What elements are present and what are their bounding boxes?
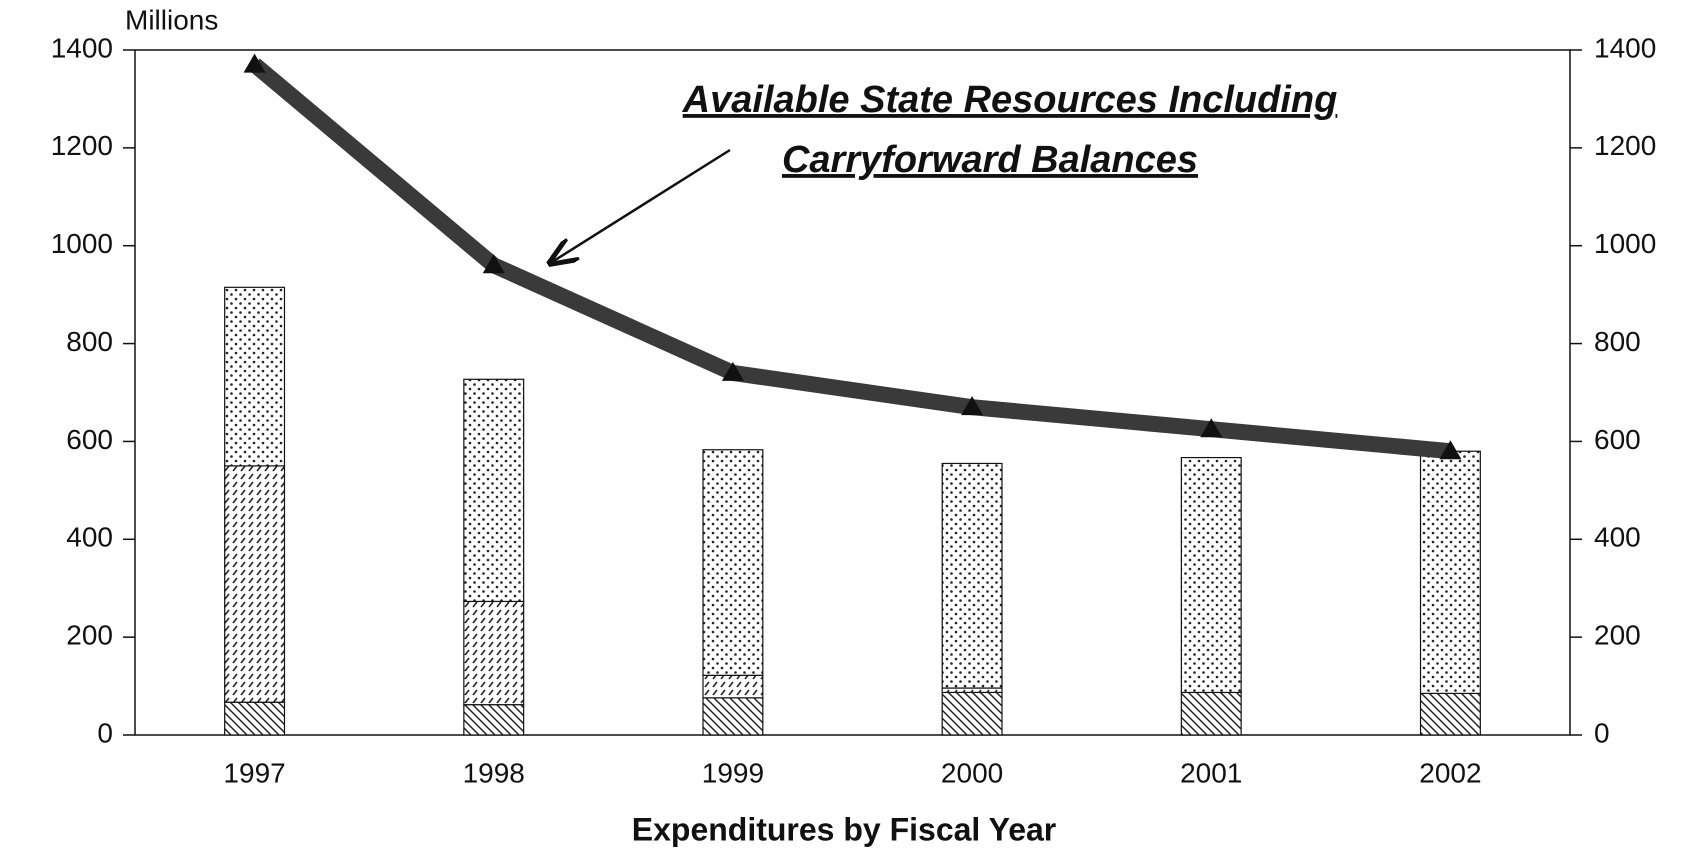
x-tick-label: 2001 bbox=[1180, 757, 1242, 788]
y-tick-label: 1400 bbox=[51, 32, 113, 63]
y-tick-label: 1200 bbox=[51, 130, 113, 161]
x-tick-label: 1997 bbox=[223, 757, 285, 788]
y-tick-label: 400 bbox=[66, 522, 113, 553]
bar-segment bbox=[1180, 691, 1242, 736]
x-axis-label: Expenditures by Fiscal Year bbox=[632, 811, 1057, 847]
line-marker bbox=[721, 361, 744, 381]
y2-tick-label: 200 bbox=[1594, 620, 1641, 651]
annotation-arrow bbox=[552, 148, 731, 262]
x-tick-label: 2000 bbox=[941, 757, 1003, 788]
y2-tick-label: 800 bbox=[1594, 326, 1641, 357]
bar-segment bbox=[941, 691, 1003, 736]
bar-segment bbox=[224, 701, 286, 736]
y2-tick-label: 1400 bbox=[1594, 32, 1656, 63]
bar-segment bbox=[702, 697, 764, 736]
bar-segment bbox=[224, 465, 286, 703]
bar-segment bbox=[702, 674, 764, 699]
line-marker bbox=[482, 254, 505, 274]
bar-segment bbox=[224, 286, 286, 467]
y2-tick-label: 0 bbox=[1594, 717, 1610, 748]
annotation: Carryforward Balances bbox=[782, 139, 1198, 181]
y2-tick-label: 1000 bbox=[1594, 228, 1656, 259]
bar-segment bbox=[463, 378, 525, 603]
y-tick-label: 0 bbox=[97, 717, 113, 748]
x-tick-label: 2002 bbox=[1419, 757, 1481, 788]
x-tick-label: 1998 bbox=[463, 757, 525, 788]
line bbox=[249, 58, 1452, 460]
bar-segment bbox=[1419, 692, 1481, 736]
bar-segment bbox=[463, 600, 525, 706]
y2-tick-label: 600 bbox=[1594, 424, 1641, 455]
line-marker bbox=[961, 396, 984, 416]
line-marker bbox=[1200, 418, 1223, 438]
plot-frame bbox=[134, 49, 1571, 736]
bar-segment bbox=[463, 704, 525, 736]
y-unit-label: Millions bbox=[125, 4, 218, 35]
line-marker bbox=[243, 53, 266, 73]
y2-tick-label: 1200 bbox=[1594, 130, 1656, 161]
y-tick-label: 600 bbox=[66, 424, 113, 455]
bar-segment bbox=[941, 462, 1003, 689]
y2-tick-label: 400 bbox=[1594, 522, 1641, 553]
y-tick-label: 800 bbox=[66, 326, 113, 357]
annotation: Available State Resources Including bbox=[682, 79, 1338, 121]
line-marker bbox=[1439, 440, 1462, 460]
bar-segment bbox=[1180, 456, 1242, 694]
bar-segment bbox=[941, 687, 1003, 694]
bar-segment bbox=[702, 449, 764, 676]
bar-segment bbox=[1419, 450, 1481, 695]
x-tick-label: 1999 bbox=[702, 757, 764, 788]
y-tick-label: 1000 bbox=[51, 228, 113, 259]
y-tick-label: 200 bbox=[66, 620, 113, 651]
